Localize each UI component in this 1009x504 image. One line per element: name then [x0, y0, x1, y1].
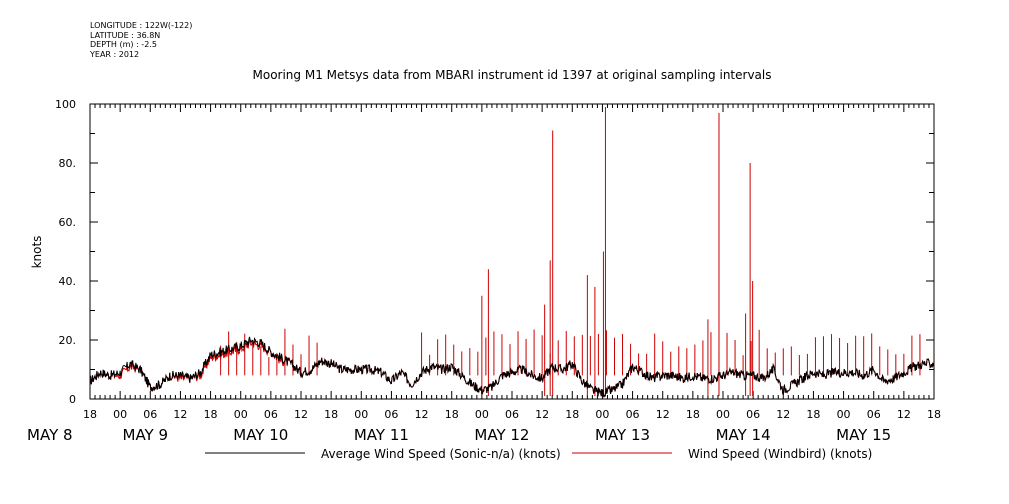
location-metadata: LONGITUDE : 122W(-122) LATITUDE : 36.8N … — [90, 21, 192, 59]
x-day-label: MAY 13 — [595, 426, 650, 444]
x-hour-label: 00 — [716, 408, 730, 421]
x-hour-label: 12 — [656, 408, 670, 421]
chart-title: Mooring M1 Metsys data from MBARI instru… — [252, 68, 772, 82]
x-hour-label: 18 — [83, 408, 97, 421]
sonic-line — [89, 336, 935, 398]
x-hour-label: 12 — [535, 408, 549, 421]
x-hour-label: 18 — [565, 408, 579, 421]
longitude-text: LONGITUDE : 122W(-122) — [90, 21, 193, 30]
x-hour-label: 06 — [384, 408, 398, 421]
axes-group: 0 20. 40. 60. 80. 100 18 00 06 12 18 00 06 12 18 00 06 12… — [27, 98, 941, 444]
x-hour-label: 06 — [867, 408, 881, 421]
legend-label-sonic: Average Wind Speed (Sonic-n/a) (knots) — [321, 447, 561, 461]
latitude-text: LATITUDE : 36.8N — [90, 30, 161, 40]
year-text: YEAR : 2012 — [90, 49, 140, 59]
x-hour-label: 06 — [626, 408, 640, 421]
x-hour-label: 18 — [204, 408, 218, 421]
y-tick-label: 0 — [69, 393, 76, 406]
x-day-label: MAY 9 — [123, 426, 169, 444]
x-hour-label: 06 — [264, 408, 278, 421]
x-day-label: MAY 12 — [474, 426, 529, 444]
x-hour-label: 12 — [415, 408, 429, 421]
x-hour-label: 12 — [173, 408, 187, 421]
x-hour-label: 18 — [806, 408, 820, 421]
x-hour-label: 18 — [686, 408, 700, 421]
depth-text: DEPTH (m) : -2.5 — [90, 40, 157, 49]
x-hour-label: 18 — [927, 408, 941, 421]
x-hour-label: 06 — [143, 408, 157, 421]
x-hour-label: 18 — [445, 408, 459, 421]
x-day-label: MAY 14 — [716, 426, 771, 444]
x-hour-label: 00 — [595, 408, 609, 421]
x-day-label: MAY 15 — [836, 426, 891, 444]
x-day-label: MAY 10 — [233, 426, 288, 444]
x-hour-label: 12 — [776, 408, 790, 421]
x-hour-label: 00 — [354, 408, 368, 421]
x-hour-label: 18 — [324, 408, 338, 421]
x-hour-label: 00 — [837, 408, 851, 421]
y-tick-label: 40. — [59, 275, 77, 288]
y-tick-label: 20. — [59, 334, 77, 347]
sonic-series-group — [89, 336, 935, 398]
y-tick-label: 100 — [55, 98, 76, 111]
x-day-label: MAY 11 — [354, 426, 409, 444]
x-hour-label: 00 — [113, 408, 127, 421]
x-hour-label: 00 — [234, 408, 248, 421]
x-hour-label: 06 — [505, 408, 519, 421]
x-day-label: MAY 8 — [27, 426, 73, 444]
y-axis-label: knots — [30, 236, 44, 269]
x-hour-label: 00 — [475, 408, 489, 421]
x-hour-label: 12 — [897, 408, 911, 421]
x-hour-label: 12 — [294, 408, 308, 421]
y-tick-label: 60. — [59, 216, 77, 229]
legend-label-windbird: Wind Speed (Windbird) (knots) — [688, 447, 872, 461]
y-tick-label: 80. — [59, 157, 77, 170]
x-hour-label: 06 — [746, 408, 760, 421]
legend: Average Wind Speed (Sonic-n/a) (knots) W… — [205, 447, 872, 461]
